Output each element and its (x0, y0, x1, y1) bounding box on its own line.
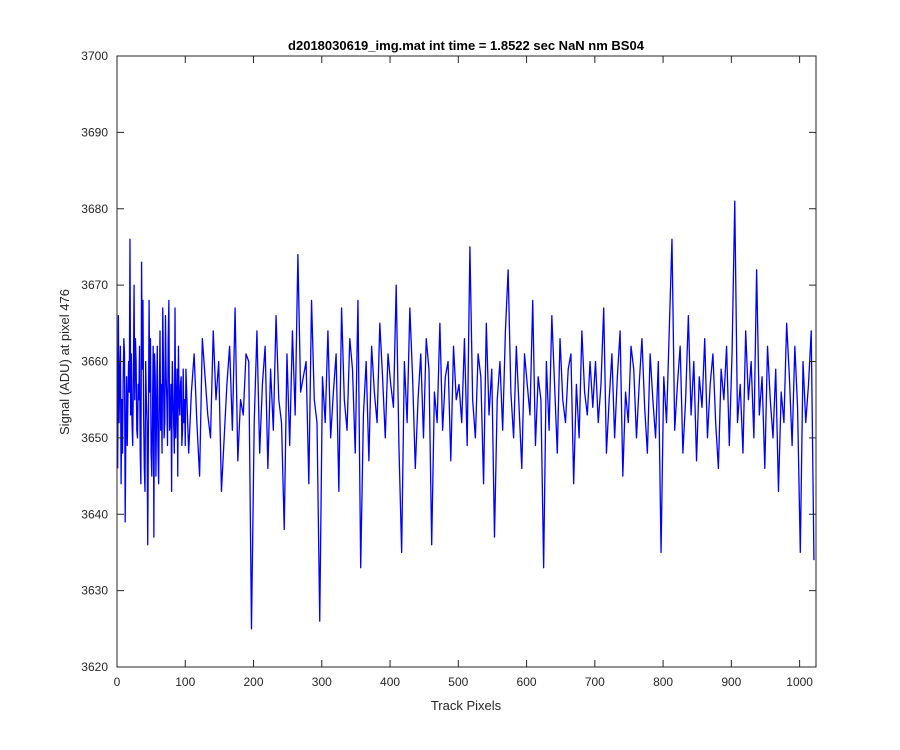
x-tick-label: 900 (721, 675, 741, 689)
signal-series-line (117, 200, 815, 630)
y-axis-label: Signal (ADU) at pixel 476 (57, 289, 72, 435)
x-tick-label: 800 (653, 675, 673, 689)
x-axis-label: Track Pixels (431, 698, 502, 713)
x-tick-label: 100 (175, 675, 195, 689)
y-tick-label: 3640 (81, 507, 108, 521)
y-tick-label: 3630 (81, 584, 108, 598)
y-tick-label: 3680 (81, 202, 108, 216)
x-tick-label: 400 (380, 675, 400, 689)
chart-title: d2018030619_img.mat int time = 1.8522 se… (288, 38, 645, 53)
y-tick-label: 3690 (81, 125, 108, 139)
y-tick-label: 3700 (81, 49, 108, 63)
axis-ticks: 0 100 200 300 400 500 600 700 800 900 1000 3620 3630… (81, 49, 816, 689)
x-tick-label: 0 (114, 675, 121, 689)
plot-area (117, 200, 815, 630)
x-tick-label: 1000 (786, 675, 813, 689)
axes-box (116, 55, 817, 668)
y-tick-label: 3650 (81, 431, 108, 445)
y-tick-label: 3670 (81, 278, 108, 292)
x-tick-label: 300 (312, 675, 332, 689)
y-tick-label: 3620 (81, 660, 108, 674)
x-tick-label: 700 (585, 675, 605, 689)
x-tick-label: 500 (448, 675, 468, 689)
y-tick-label: 3660 (81, 355, 108, 369)
x-tick-label: 600 (517, 675, 537, 689)
x-tick-label: 200 (244, 675, 264, 689)
